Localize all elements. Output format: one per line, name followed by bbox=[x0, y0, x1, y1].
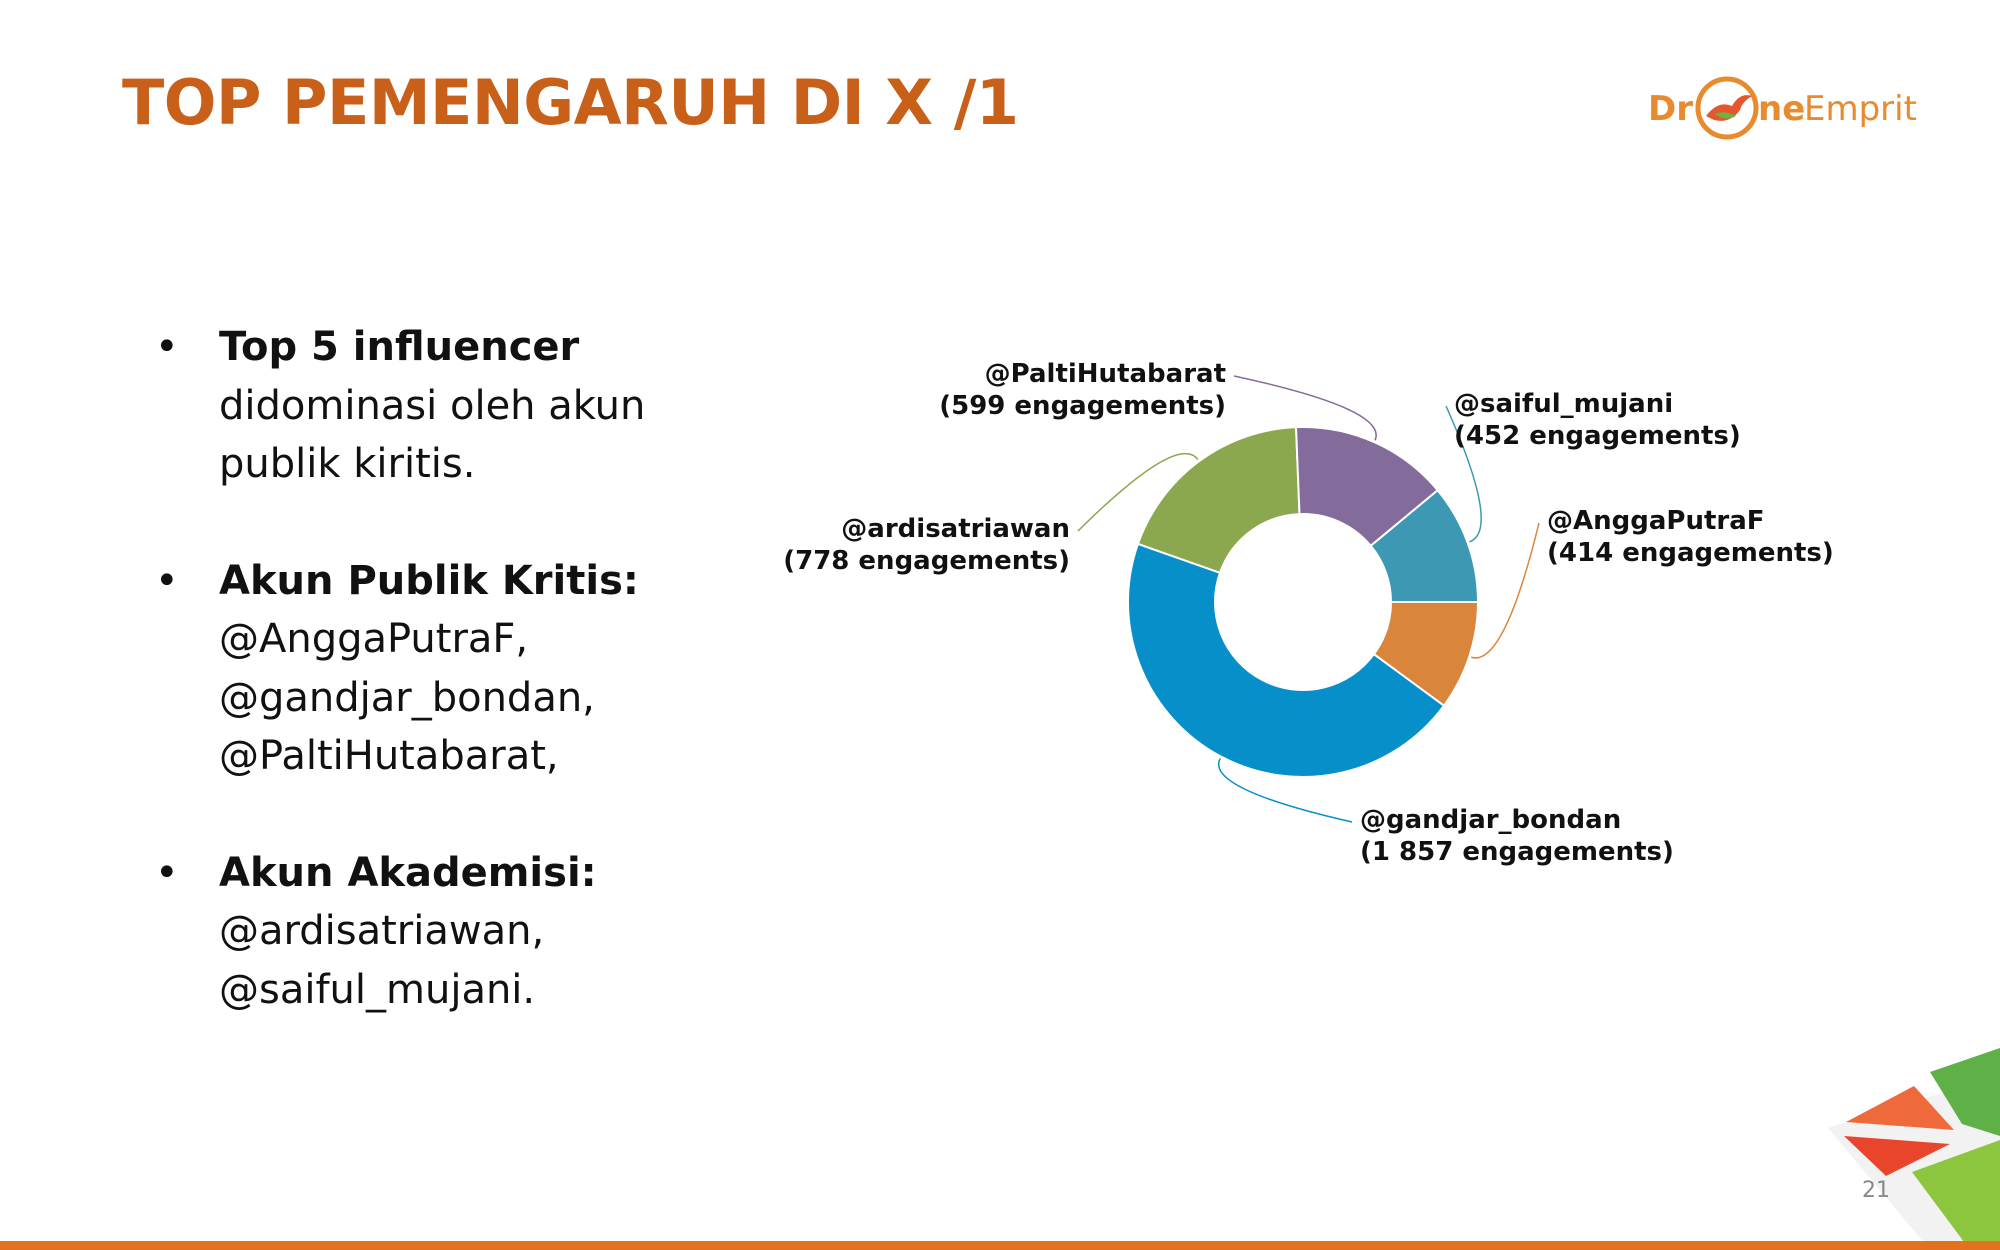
bullet-item: Akun Publik Kritis: @AnggaPutraF, @gandj… bbox=[155, 552, 715, 786]
logo-text-emprit: Emprit bbox=[1804, 89, 1917, 129]
bullet-text: didominasi oleh akun bbox=[219, 382, 646, 429]
bullet-text: @ardisatriawan, bbox=[219, 908, 545, 954]
donut-slice-ardisatriawan bbox=[1136, 426, 1301, 575]
leader-line bbox=[1233, 375, 1377, 441]
slice-value-label: (414 engagements) bbox=[1547, 538, 1834, 568]
slice-value-label: (452 engagements) bbox=[1454, 421, 1741, 451]
leader-line bbox=[1445, 405, 1482, 543]
engagement-donut-chart: @AnggaPutraF(414 engagements) @gandjar_bo… bbox=[783, 360, 1834, 867]
bullet-text: @AnggaPutraF, bbox=[219, 616, 529, 662]
slice-name-label: @PaltiHutabarat bbox=[985, 360, 1226, 389]
drone-emprit-logo: Dr ne Emprit bbox=[1648, 76, 1917, 140]
slice-value-label: (599 engagements) bbox=[939, 391, 1226, 421]
bullet-item: Akun Akademisi: @ardisatriawan, @saiful_… bbox=[155, 844, 715, 1020]
bullet-heading: Akun Akademisi: bbox=[219, 849, 597, 896]
logo-text-dr: Dr bbox=[1648, 89, 1693, 129]
bullet-text: @PaltiHutabarat, bbox=[219, 733, 559, 779]
slice-value-label: (778 engagements) bbox=[783, 546, 1070, 576]
page-number: 21 bbox=[1862, 1178, 1890, 1203]
logo-text-ne: ne bbox=[1758, 89, 1805, 129]
slice-name-label: @AnggaPutraF bbox=[1547, 506, 1765, 536]
bullet-text: publik kiritis. bbox=[219, 441, 476, 487]
leader-line bbox=[1218, 758, 1353, 823]
bullet-list: Top 5 influencer didominasi oleh akun pu… bbox=[155, 318, 715, 1077]
slice-value-label: (1 857 engagements) bbox=[1360, 837, 1674, 867]
bullet-heading: Akun Publik Kritis: bbox=[219, 557, 639, 604]
bullet-text: @saiful_mujani. bbox=[219, 966, 536, 1013]
leader-line bbox=[1470, 522, 1540, 659]
slice-name-label: @gandjar_bondan bbox=[1360, 805, 1621, 835]
bullet-heading: Top 5 influencer bbox=[219, 324, 580, 370]
slice-name-label: @ardisatriawan bbox=[841, 514, 1070, 544]
slide-title: TOP PEMENGARUH DI X /1 bbox=[122, 66, 1019, 139]
bullet-text: @gandjar_bondan, bbox=[219, 674, 595, 721]
corner-decoration bbox=[1828, 1048, 2000, 1250]
bullet-item: Top 5 influencer didominasi oleh akun pu… bbox=[155, 318, 715, 494]
donut-slice-saiful-mujani bbox=[1369, 488, 1480, 603]
bird-circle-icon bbox=[1695, 76, 1759, 140]
slice-name-label: @saiful_mujani bbox=[1454, 389, 1673, 419]
leader-line bbox=[1077, 452, 1199, 532]
donut-slice-gandjar-bondan bbox=[1127, 542, 1446, 778]
bottom-accent-bar bbox=[0, 1241, 2000, 1250]
